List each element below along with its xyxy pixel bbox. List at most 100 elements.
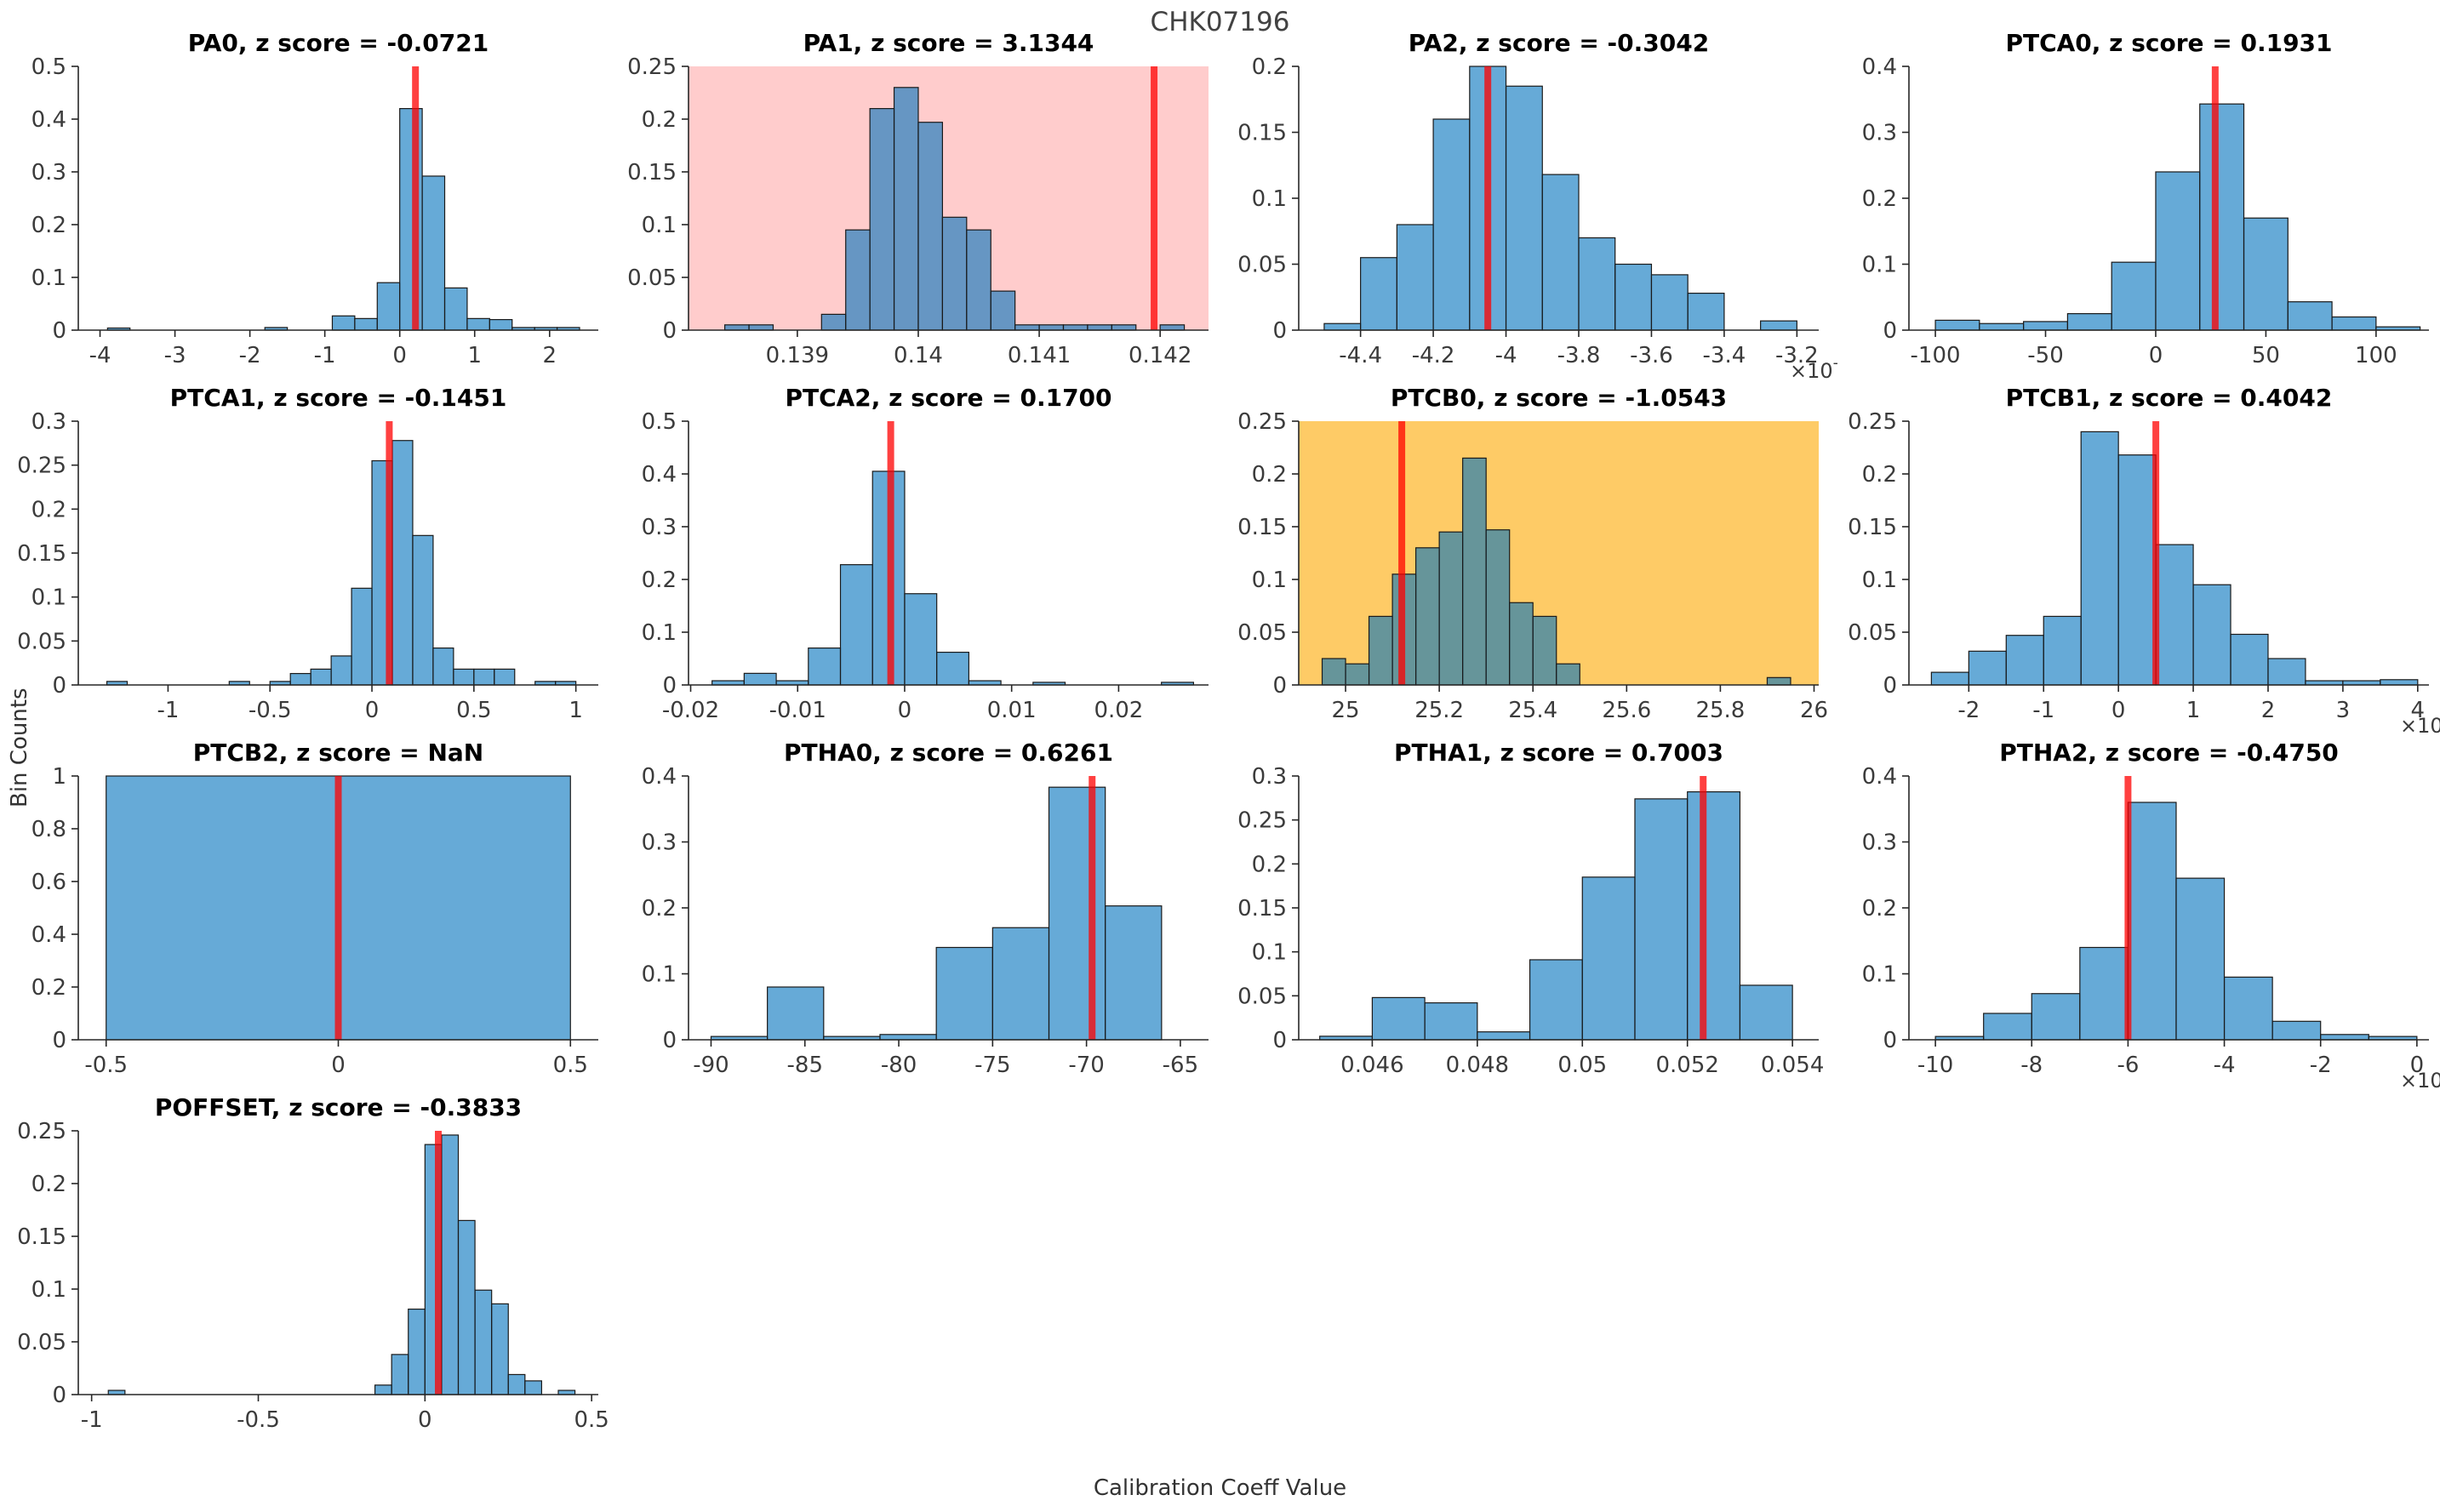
x-tick-label: 0.5: [553, 1053, 588, 1078]
y-tick-label: 0.1: [642, 962, 677, 988]
subplot-title: PTHA1, z score = 0.7003: [1394, 739, 1723, 767]
y-tick-label: 0: [1883, 318, 1897, 344]
y-tick-label: 0.05: [1237, 620, 1287, 646]
y-tick-label: 0.1: [31, 265, 66, 291]
subplot-title: PTCB0, z score = -1.0543: [1391, 384, 1727, 412]
y-tick-label: 0.2: [642, 568, 677, 593]
histogram-bar: [330, 655, 352, 686]
histogram-bar: [408, 1308, 426, 1395]
histogram-bar: [1983, 1013, 2032, 1041]
y-tick-label: 0.15: [17, 1224, 66, 1250]
histogram-bar: [1968, 650, 2007, 686]
y-tick-label: 0.05: [1237, 253, 1287, 278]
y-tick-label: 0.1: [1862, 962, 1897, 988]
x-tick-label: -0.01: [769, 698, 826, 723]
y-tick-label: 0.25: [17, 1119, 66, 1144]
x-tick-label: -4: [1495, 343, 1517, 368]
x-tick-label: 26: [1800, 698, 1828, 723]
subplot-title: PA1, z score = 3.1344: [803, 29, 1094, 57]
histogram-bar: [466, 317, 490, 331]
histogram-bar: [820, 313, 847, 331]
x-tick-label: 4: [2411, 698, 2426, 723]
histogram-bar: [2267, 658, 2306, 686]
histogram-bar: [1424, 1002, 1478, 1041]
x-tick-label: 25.6: [1602, 698, 1651, 723]
histogram-bar: [917, 122, 943, 331]
x-tick-label: -1: [157, 698, 179, 723]
subplot-PTCA1: -1 -0.5 0 0.5 1 0 0.05 0.1 0.15 0.2 0.25 0.3 PTCA1, …: [7, 380, 617, 735]
x-tick-label: 0: [392, 343, 407, 368]
histogram-bar: [2192, 584, 2231, 686]
histogram-bar: [354, 317, 378, 331]
subplot-title: PTCB1, z score = 0.4042: [2006, 384, 2333, 412]
histogram-bar: [2127, 802, 2177, 1041]
axis-exponent-label: ×10-7: [2400, 1064, 2440, 1090]
y-tick-label: 0.3: [1862, 121, 1897, 146]
y-tick-label: 0.1: [1252, 568, 1287, 593]
histogram-bar: [879, 1034, 937, 1041]
histogram-bar: [1687, 790, 1741, 1041]
y-tick-label: 0.2: [31, 497, 66, 522]
x-tick-label: -85: [787, 1053, 823, 1078]
histogram-bar: [491, 1303, 509, 1395]
subplot-PTHA1: 0.046 0.048 0.05 0.052 0.054 0 0.05 0.1 0.15 0.2 0…: [1227, 735, 1837, 1090]
histogram-bar: [1323, 322, 1362, 331]
x-tick-label: -70: [1068, 1053, 1104, 1078]
histogram-bar: [1766, 676, 1791, 686]
histogram-bar: [457, 1219, 476, 1395]
histogram-bar: [289, 672, 311, 686]
histogram-svg: -100 -50 0 50 100 0 0.1 0.2 0.3 0.4 PTCA0, z score…: [1862, 29, 2429, 368]
histogram-bar: [524, 1380, 543, 1395]
y-tick-label: 0: [52, 673, 66, 699]
subplot-title: PA0, z score = -0.0721: [188, 29, 489, 57]
y-tick-label: 0.1: [31, 1277, 66, 1303]
x-tick-label: 0.054: [1761, 1053, 1824, 1078]
histogram-bar: [1371, 996, 1426, 1041]
histogram-bar: [936, 651, 969, 686]
histogram-bar: [2155, 544, 2194, 686]
histogram-bar: [743, 672, 777, 686]
histogram-bar: [507, 1373, 526, 1395]
y-tick-label: 0.3: [642, 515, 677, 540]
y-tick-label: 0.2: [1862, 186, 1897, 212]
histogram-bar: [2243, 217, 2289, 331]
y-tick-label: 0: [662, 1028, 677, 1053]
x-tick-label: -0.5: [237, 1407, 280, 1433]
histogram-bar: [2199, 103, 2245, 331]
histogram-bar: [1634, 798, 1689, 1041]
histogram-bar: [1687, 293, 1725, 331]
y-tick-label: 0: [1272, 318, 1287, 344]
histogram-svg: -1 -0.5 0 0.5 1 0 0.05 0.1 0.15 0.2 0.25 0.3 PTCA1, …: [17, 384, 598, 723]
x-tick-label: 0.5: [574, 1407, 609, 1433]
x-tick-label: -1: [2032, 698, 2054, 723]
y-tick-label: 0.15: [1237, 515, 1287, 540]
x-tick-label: -8: [2020, 1053, 2043, 1078]
x-tick-label: -80: [881, 1053, 917, 1078]
y-tick-label: 0: [52, 1383, 66, 1408]
histogram-bar: [990, 290, 1016, 331]
histogram-bar: [2117, 454, 2157, 686]
histogram-bar: [2175, 877, 2226, 1041]
histogram-bar: [1321, 658, 1346, 686]
histogram-bar: [1529, 959, 1583, 1041]
histogram-svg: -90 -85 -80 -75 -70 -65 0 0.1 0.2 0.3 0.4 PTHA0, z …: [642, 739, 1209, 1078]
x-tick-label: -1: [81, 1407, 103, 1433]
y-tick-label: 0.1: [642, 620, 677, 646]
y-tick-label: 0.2: [1862, 462, 1897, 488]
x-tick-label: 3: [2336, 698, 2351, 723]
subplot-title: PTCA2, z score = 0.1700: [785, 384, 1111, 412]
x-tick-label: 0.139: [766, 343, 829, 368]
y-tick-label: 0: [52, 318, 66, 344]
histogram-bar: [1760, 320, 1797, 331]
x-tick-label: 25.2: [1414, 698, 1464, 723]
figure-x-axis-label: Calibration Coeff Value: [1093, 1475, 1347, 1501]
histogram-bar: [1556, 663, 1580, 686]
y-tick-label: 0.15: [627, 160, 677, 185]
histogram-bar: [489, 319, 513, 331]
x-tick-label: -0.02: [662, 698, 719, 723]
histogram-bar: [2380, 679, 2419, 686]
histogram-bar: [935, 946, 993, 1041]
histogram-bar: [2080, 431, 2119, 686]
x-tick-label: 0: [2410, 1053, 2425, 1078]
histogram-svg: -10 -8 -6 -4 -2 0 0 0.1 0.2 0.3 0.4 PTHA2, z score …: [1862, 739, 2440, 1093]
